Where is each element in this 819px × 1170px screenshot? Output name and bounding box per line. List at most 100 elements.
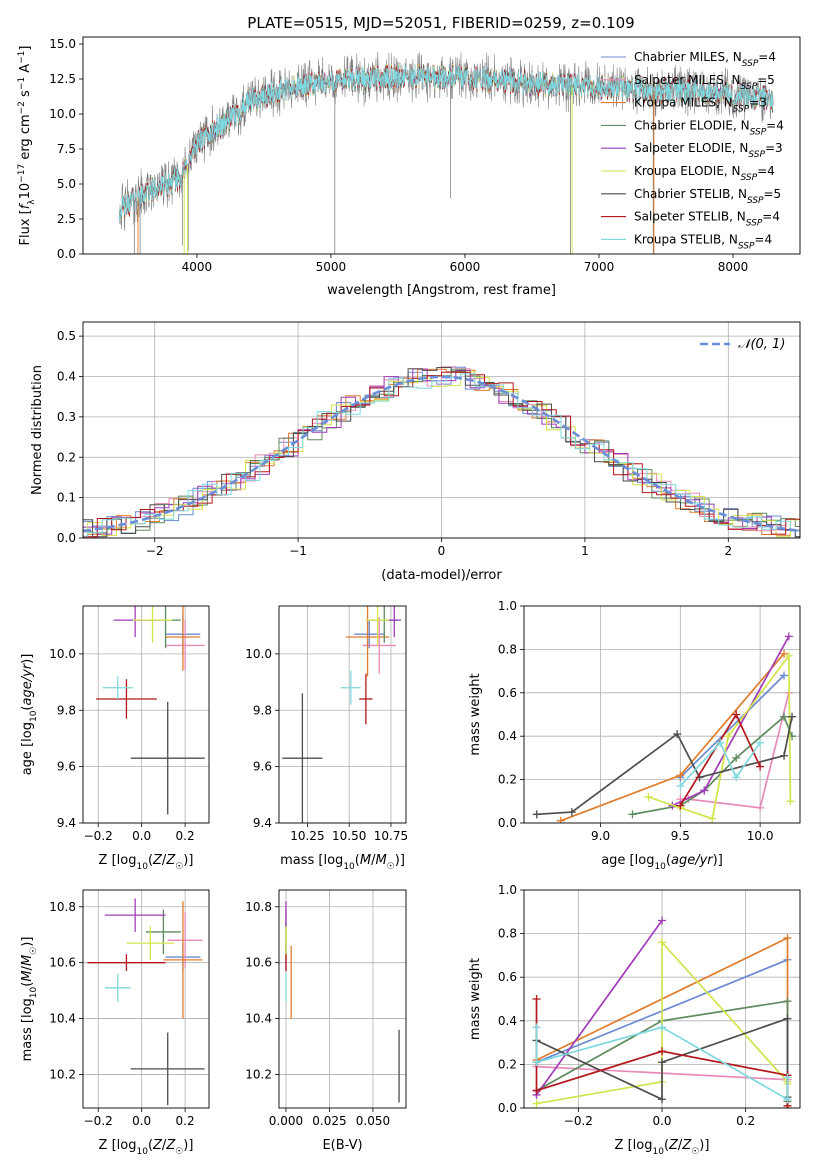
y-axis-label-part: ☉ [29,947,39,955]
x-tick-label: −0.2 [84,829,113,843]
data-point-marker [532,810,541,819]
mass-vs-ebv-chart: 0.000 0.025 0.050 10.2 10.4 10.6 10.8 E(B-V) [245,889,407,1153]
errorbar-point [102,676,133,699]
x-axis-label-part: Z [681,1138,692,1153]
x-axis-label-part: / [371,853,376,868]
x-axis-label-part: log [117,1138,137,1153]
x-axis-label-part: 10 [654,862,666,872]
x-axis-label-part: / [678,1138,683,1153]
y-axis-label-part: ( [20,982,35,987]
y-tick-label: 9.6 [253,760,272,774]
errorbar-point [130,701,205,815]
legend-label-part: SSP [747,196,764,206]
y-axis-label: mass weight [468,958,483,1040]
y-axis-label-part: 10 [18,183,33,200]
y-tick-label: 0.0 [57,247,76,261]
x-tick-label: 2 [724,544,732,558]
x-tick-label: 6000 [450,260,481,274]
data-point-marker [676,801,685,810]
x-axis-label-part: )] [183,853,193,868]
y-axis-label-part: log [20,722,35,742]
y-axis-label-part: ] [18,46,33,51]
data-point-marker [784,632,793,641]
y-axis-label-part: )] [20,937,35,947]
data-point-marker [658,1023,666,1032]
data-point-marker [658,916,666,925]
x-axis-label-part: age [ [601,853,634,868]
series-path [536,716,793,816]
data-point-marker [532,1086,541,1095]
y-tick-label: 10.0 [245,647,272,661]
data-point-marker [783,1095,792,1104]
x-axis-label-part: 10 [652,1147,664,1157]
y-tick-label: 9.4 [57,816,76,830]
y-tick-label: 0.4 [57,370,76,384]
model-spectrum [118,64,774,221]
y-tick-label: 10.2 [49,1067,76,1081]
y-tick-label: 9.4 [253,816,272,830]
axes-frame [523,605,801,824]
y-tick-label: 0.2 [57,450,76,464]
legend-label-part: Chabrier STELIB, N [634,187,747,201]
y-tick-label: 0.8 [498,642,517,656]
age-vs-Z-chart: −0.2 0.0 0.29.49.69.810.0Z [log10(Z/Z☉)]ag… [20,605,210,872]
x-tick-label: 0.0 [132,829,151,843]
weight-series-line [644,651,795,823]
x-axis-label: Z [log10(Z/Z☉)] [99,853,194,872]
legend-label-part: Kroupa STELIB, N [634,232,738,246]
legend-label-part: =3 [749,96,767,110]
weight-series-line [556,649,789,823]
x-axis-label: Z [log10(Z/Z☉)] [99,1138,194,1157]
legend-label-part: SSP [741,173,758,183]
y-axis-label-part: )] [20,654,35,664]
data-point-marker [708,814,717,823]
x-axis-label-part: mass [ [280,853,323,868]
x-tick-label: −0.2 [84,1114,113,1128]
errorbar-point [167,912,203,969]
y-tick-label: 15.0 [49,37,76,51]
legend-label-part: SSP [742,59,759,69]
data-point-marker [784,651,793,660]
y-tick-label: 0.6 [498,686,517,700]
legend-label-part: Salpeter STELIB, N [634,210,746,224]
errorbar-point [132,606,173,643]
y-axis-label-part: ( [20,706,35,711]
y-tick-label: 1.0 [498,883,517,897]
x-axis-label-part: ☉ [175,862,183,872]
legend-label-part: SSP [746,219,763,229]
y-axis-label-part: erg cm [18,114,33,163]
errorbar-points [87,898,205,1106]
data-point-marker [732,710,741,719]
x-axis-label-part: log [323,853,343,868]
errorbar-point [282,693,323,823]
x-axis-label: E(B-V) [322,1138,362,1153]
y-tick-label: 0.5 [57,329,76,343]
x-tick-label: 0.0 [652,1114,671,1128]
data-point-marker [783,933,792,942]
legend-label: Chabrier MILES, NSSP=4 [634,50,776,69]
y-axis-label-part: age/yr [20,662,35,705]
axes-frame [278,889,407,1109]
weight-series-line [676,710,765,810]
errorbar-point [87,954,166,972]
x-axis-label: (data-model)/error [381,568,502,583]
age-vs-mass-chart: 10.25 10.50 10.75 9.4 9.6 9.8 10.0 mass [log10(… [245,605,408,872]
x-tick-label: 10.75 [374,829,408,843]
y-axis-label-part: −1 [17,51,27,64]
data-point-marker [532,1099,541,1108]
y-axis-label-part: log [20,998,35,1018]
data-point-marker [676,771,685,780]
y-axis-label-part: λ [27,199,37,205]
residual-histograms [83,366,800,538]
x-tick-label: 10.25 [290,829,324,843]
legend-label: Salpeter MILES, NSSP=5 [634,73,775,92]
errorbar-point [130,1032,205,1106]
mass-vs-Z-chart: −0.2 0.0 0.210.210.410.610.8Z [log10(Z/Z☉)… [20,889,210,1157]
weight-series-line [532,1023,792,1104]
legend-label: Kroupa STELIB, NSSP=4 [634,232,772,251]
y-tick-label: 12.5 [49,72,76,86]
legend-label-part: =4 [762,210,780,224]
y-tick-label: 0.4 [498,729,517,743]
legend-label-part: SSP [733,105,750,115]
